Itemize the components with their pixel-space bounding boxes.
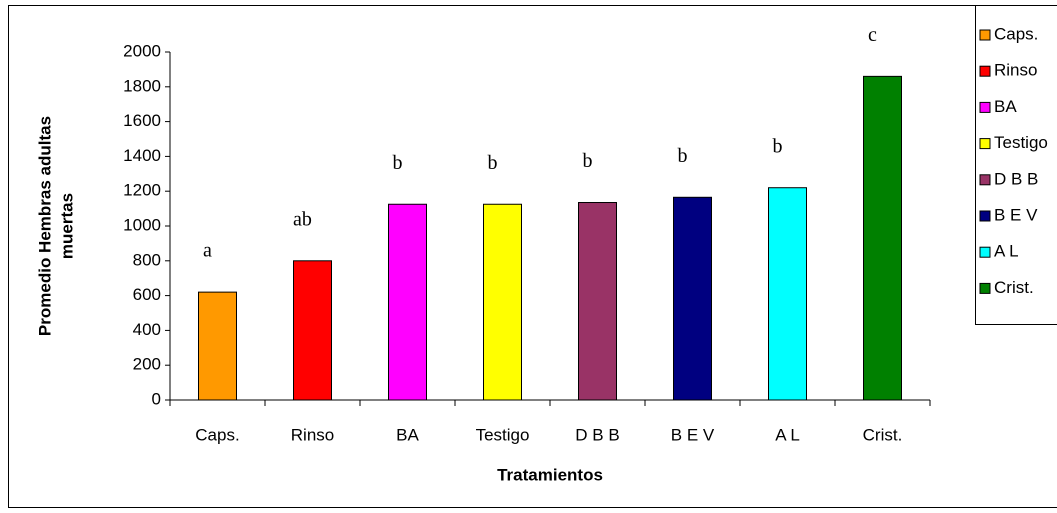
y-tick-label: 400 [133,320,161,339]
y-tick-label: 1800 [123,76,161,95]
y-tick-label: 600 [133,285,161,304]
bar [768,187,807,401]
bar [388,203,427,401]
annotation: b [773,135,783,157]
annotation: a [203,240,212,262]
annotation: b [678,145,688,167]
x-tick-label: Crist. [863,425,903,444]
legend-label: D B B [994,169,1038,188]
annotation: c [868,24,877,46]
y-tick-label: 1000 [123,215,161,234]
y-tick-label: 0 [152,389,161,408]
annotation-background [852,22,913,51]
bar [293,260,332,401]
legend-swatch [979,246,991,258]
y-tick-label: 1400 [123,146,161,165]
legend-label: A L [994,242,1019,261]
legend-swatch [979,101,991,113]
x-tick-label: Testigo [476,425,530,444]
annotation: b [393,152,403,174]
legend: Caps. Rinso BA Testigo D B B B E V A L Crist. [975,5,1057,325]
bar [673,196,712,401]
legend-box [975,5,1057,325]
bar [863,75,902,401]
y-axis-title-line: muertas [57,193,76,259]
y-axis-title-line: Promedio Hembras adultas [35,116,54,336]
legend-label: B E V [994,205,1038,224]
x-tick-label: D B B [575,425,619,444]
legend-swatch [979,29,991,41]
y-tick-label: 200 [133,355,161,374]
legend-swatch [979,138,991,150]
x-tick-label: Rinso [291,425,334,444]
annotation: b [583,150,593,172]
legend-label: BA [994,97,1017,116]
x-tick-label: BA [396,425,419,444]
y-axis-title: Promedio Hembras adultas muertas [35,116,76,336]
legend-swatch [979,282,991,294]
bar [578,202,617,401]
legend-label: Crist. [994,278,1034,297]
annotation: ab [293,208,312,230]
y-tick-label: 1600 [123,111,161,130]
x-axis-title: Tratamientos [497,465,603,484]
x-tick-label: A L [775,425,800,444]
legend-label: Caps. [994,24,1038,43]
legend-swatch [979,174,991,186]
legend-label: Rinso [994,61,1037,80]
y-tick-label: 800 [133,250,161,269]
legend-label: Testigo [994,133,1048,152]
y-tick-label: 1200 [123,181,161,200]
annotation: b [488,152,498,174]
legend-swatch [979,65,991,77]
bar [198,291,237,401]
x-tick-label: Caps. [195,425,239,444]
y-tick-label: 2000 [123,41,161,60]
legend-swatch [979,210,991,222]
bar [483,203,522,401]
x-tick-label: B E V [671,425,715,444]
